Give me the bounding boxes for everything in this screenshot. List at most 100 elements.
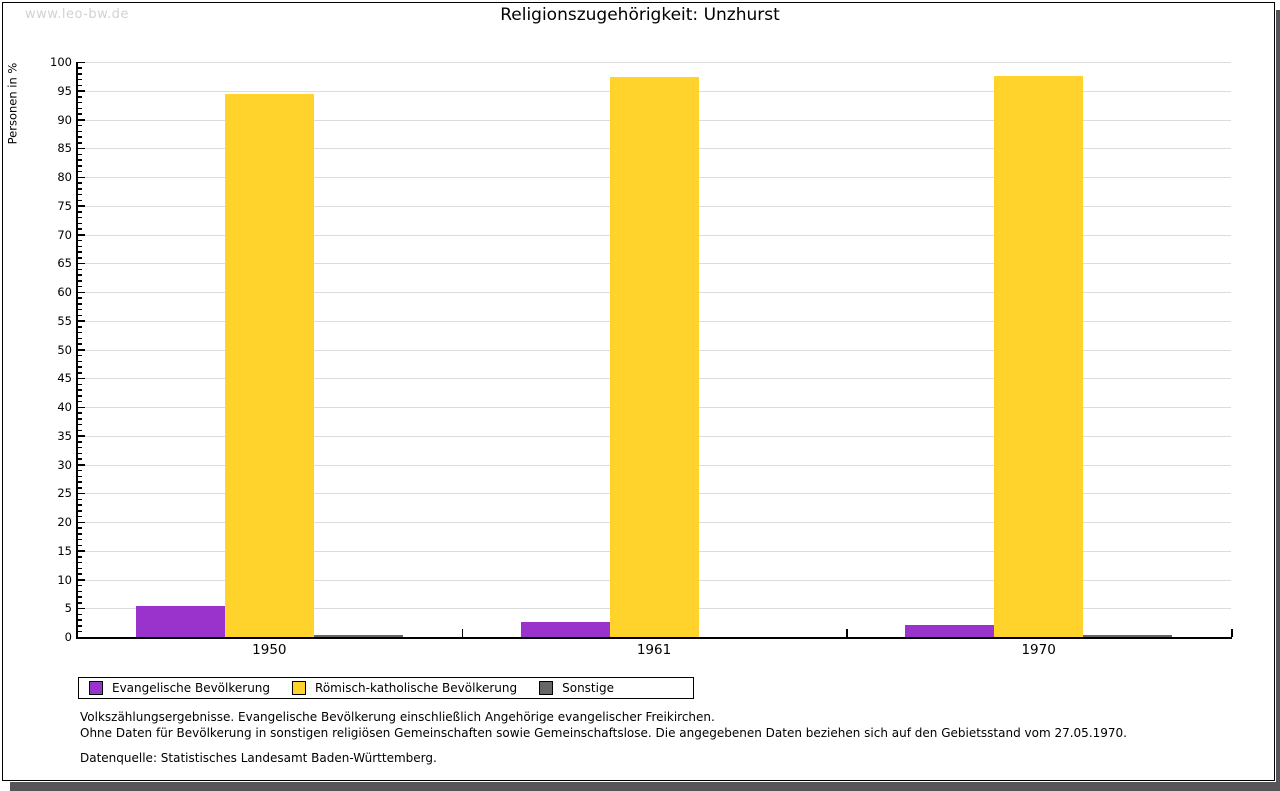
- y-axis-minor-tick: [78, 326, 82, 328]
- y-axis-minor-tick: [78, 142, 82, 144]
- y-axis-minor-tick: [78, 544, 82, 546]
- legend-swatch-1: [292, 681, 307, 695]
- y-axis-minor-tick: [78, 452, 82, 454]
- bar-1961-series-1: [609, 76, 699, 637]
- y-axis-minor-tick: [78, 498, 82, 500]
- y-axis-minor-tick: [78, 130, 82, 132]
- y-axis-minor-tick: [78, 170, 82, 173]
- y-axis-minor-tick: [78, 487, 82, 489]
- watermark: www.leo-bw.de: [25, 7, 129, 22]
- y-axis-major-tick: [78, 492, 85, 495]
- y-axis-major-tick: [78, 205, 85, 207]
- y-axis-minor-tick: [78, 331, 82, 334]
- y-axis-major-tick: [78, 176, 85, 178]
- y-axis-major-tick: [78, 550, 85, 552]
- y-axis-major-tick: [78, 320, 85, 322]
- y-tick-label: 100: [50, 55, 72, 69]
- y-axis-minor-tick: [78, 297, 82, 299]
- y-axis-minor-tick: [78, 159, 82, 161]
- y-axis-minor-tick: [78, 199, 82, 201]
- data-source-line: Datenquelle: Statistisches Landesamt Bad…: [80, 751, 437, 765]
- window-shadow-right: [1276, 10, 1280, 782]
- y-axis-minor-tick: [78, 107, 82, 109]
- y-axis-minor-tick: [78, 383, 82, 385]
- footnote-line-2: Ohne Daten für Bevölkerung in sonstigen …: [80, 725, 1127, 740]
- y-axis-major-tick: [78, 291, 85, 293]
- y-axis-minor-tick: [78, 584, 82, 587]
- footnote-line-1: Volkszählungsergebnisse. Evangelische Be…: [80, 710, 715, 724]
- legend-item-2: Sonstige: [539, 681, 614, 695]
- x-tick-label: 1970: [1021, 642, 1056, 658]
- y-axis-minor-tick: [78, 84, 82, 86]
- y-tick-label: 35: [57, 428, 72, 443]
- y-axis-major-tick: [78, 579, 85, 581]
- y-tick-label: 70: [57, 227, 72, 242]
- y-axis-major-tick: [78, 147, 85, 150]
- y-axis-minor-tick: [78, 596, 82, 598]
- y-axis-minor-tick: [78, 458, 82, 460]
- y-axis-minor-tick: [78, 400, 82, 403]
- y-axis-major-tick: [78, 61, 85, 63]
- y-axis-minor-tick: [78, 314, 82, 316]
- y-tick-label: 95: [57, 83, 72, 98]
- y-tick-label: 55: [57, 313, 72, 328]
- y-axis-major-tick: [78, 521, 85, 523]
- y-tick-label: 20: [57, 515, 72, 529]
- y-tick-label: 65: [57, 256, 72, 271]
- bar-1950-series-1: [224, 94, 314, 637]
- footnotes: Volkszählungsergebnisse. Evangelische Be…: [80, 710, 1127, 741]
- y-axis-minor-tick: [78, 446, 82, 449]
- y-axis-minor-tick: [78, 533, 82, 535]
- y-axis-minor-tick: [78, 136, 82, 138]
- window-shadow-bottom: [10, 782, 1280, 791]
- y-tick-label: 25: [57, 486, 72, 501]
- bar-1950-series-2: [313, 635, 403, 637]
- y-axis-minor-tick: [78, 567, 82, 569]
- y-axis-minor-tick: [78, 389, 82, 391]
- legend-swatch-2: [539, 681, 554, 695]
- y-axis-minor-tick: [78, 481, 82, 483]
- y-axis-minor-tick: [78, 625, 82, 627]
- bar-1961-series-0: [520, 622, 610, 637]
- y-axis-minor-tick: [78, 274, 82, 276]
- y-axis-minor-tick: [78, 245, 82, 247]
- legend-label-1: Römisch-katholische Bevölkerung: [315, 681, 518, 695]
- bar-1970-series-1: [994, 75, 1084, 637]
- y-axis-major-tick: [78, 262, 85, 265]
- x-axis-line: [76, 637, 1232, 639]
- y-axis-minor-tick: [78, 280, 82, 282]
- y-axis-minor-tick: [78, 590, 82, 592]
- y-axis-minor-tick: [78, 475, 82, 477]
- y-axis-minor-tick: [78, 101, 82, 104]
- y-axis-minor-tick: [78, 268, 82, 270]
- y-axis-minor-tick: [78, 619, 82, 621]
- y-axis-minor-tick: [78, 561, 82, 564]
- y-axis-minor-tick: [78, 337, 82, 339]
- y-axis-minor-tick: [78, 67, 82, 69]
- y-axis-minor-tick: [78, 538, 82, 541]
- y-axis-minor-tick: [78, 124, 82, 127]
- y-tick-label: 5: [64, 601, 72, 616]
- y-axis-minor-tick: [78, 372, 82, 374]
- x-axis-tick: [461, 629, 464, 637]
- y-axis-minor-tick: [78, 73, 82, 75]
- y-tick-label: 15: [57, 543, 72, 558]
- y-axis-minor-tick: [78, 222, 82, 224]
- chart-title: Religionszugehörigkeit: Unzhurst: [500, 5, 780, 25]
- y-axis-minor-tick: [78, 285, 82, 288]
- x-tick-label: 1961: [636, 642, 672, 658]
- y-axis-major-tick: [78, 607, 85, 610]
- y-axis-major-tick: [78, 119, 85, 121]
- y-axis-minor-tick: [78, 418, 82, 420]
- y-axis-minor-tick: [78, 308, 82, 311]
- y-axis-major-tick: [78, 435, 85, 437]
- y-axis-minor-tick: [78, 354, 82, 357]
- y-axis-minor-tick: [78, 573, 82, 575]
- y-axis-minor-tick: [78, 412, 82, 414]
- y-axis-minor-tick: [78, 602, 82, 604]
- chart-legend: Evangelische Bevölkerung Römisch-katholis…: [78, 677, 694, 699]
- y-axis-minor-tick: [78, 395, 82, 397]
- y-axis-minor-tick: [78, 556, 82, 558]
- y-axis-minor-tick: [78, 504, 82, 506]
